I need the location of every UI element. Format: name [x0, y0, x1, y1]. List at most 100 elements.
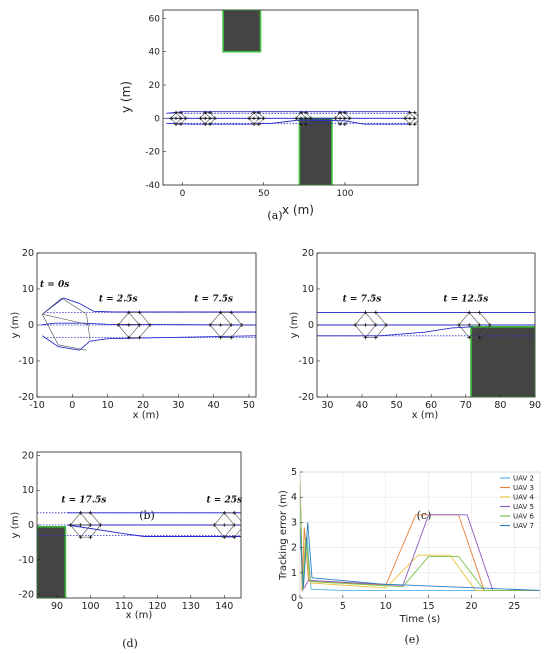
uav-marker [353, 323, 357, 327]
uav-marker [88, 535, 93, 539]
x-tick-label: 15 [423, 601, 435, 612]
panel-caption: (c) [417, 509, 432, 522]
y-tick-label: 10 [302, 284, 314, 295]
x-tick-label: 20 [137, 400, 149, 411]
formation-edge [354, 324, 366, 338]
uav-marker [203, 116, 208, 121]
y-tick-label: -40 [145, 181, 160, 191]
uav-marker [218, 323, 223, 327]
uav-marker [457, 323, 461, 327]
formation-edge [118, 324, 130, 338]
formation-edge [375, 312, 387, 326]
uav-marker [338, 116, 342, 121]
formation [208, 310, 244, 340]
trajectory-line [67, 524, 241, 537]
formation-edge [300, 118, 307, 125]
time-label: t = 2.5s [99, 295, 138, 305]
uav-marker [412, 116, 417, 121]
plot-area [37, 511, 247, 598]
formation-edge [200, 118, 206, 125]
x-tick-label: 120 [148, 601, 166, 612]
formation-edge [180, 112, 186, 119]
formation-edge [170, 112, 177, 119]
y-tick-label: 40 [149, 48, 161, 58]
formation-edge [248, 112, 255, 119]
uav-marker [384, 323, 389, 327]
x-tick-label: 50 [391, 400, 403, 411]
uav-marker [467, 323, 472, 327]
formation-edge [300, 112, 307, 119]
panel-c: 30 40 50 60 70 80 90 -20 -10 0 10 20 x (m) y (m) t = 7… [289, 248, 541, 522]
formation-edge [231, 312, 243, 326]
y-tick-label: -10 [18, 356, 34, 367]
uav-marker [243, 523, 247, 527]
formation-edge [80, 512, 91, 526]
formation [68, 511, 103, 539]
formation-edge [175, 118, 182, 125]
y-axis-label: y (m) [10, 512, 21, 539]
formation-edge [80, 524, 91, 538]
x-tick-label: 10 [102, 400, 114, 411]
time-label: t = 0s [40, 280, 69, 290]
uav-marker [299, 110, 303, 115]
uav-marker [229, 323, 234, 327]
trajectory-line [166, 119, 410, 125]
formation-edge [469, 312, 480, 326]
x-tick-label: 110 [115, 601, 133, 612]
x-axis-label: x (m) [282, 203, 314, 217]
y-tick-label: -10 [18, 555, 34, 566]
formation-edge [334, 112, 341, 119]
y-axis-label: y (m) [10, 312, 21, 339]
formation-link [42, 313, 91, 326]
x-tick-label: 25 [508, 601, 520, 612]
uav-marker [208, 110, 212, 115]
y-tick-label: -20 [18, 392, 34, 403]
formation-edge [339, 112, 346, 119]
x-tick-label: 80 [494, 400, 506, 411]
legend-entry: UAV 7 [513, 522, 534, 530]
x-tick-label: 90 [529, 400, 541, 411]
uav-marker [467, 310, 472, 315]
uav-marker [174, 116, 178, 121]
formation-edge [231, 324, 243, 338]
formation-edge [139, 312, 151, 326]
uav-marker [299, 122, 303, 126]
y-tick-label: -20 [298, 392, 314, 403]
uav-marker [309, 116, 313, 121]
panel-caption: (d) [122, 637, 138, 650]
uav-marker [229, 335, 234, 340]
formation-edge [354, 312, 366, 326]
uav-marker [403, 116, 407, 121]
uav-marker [98, 523, 103, 527]
legend-entry: UAV 4 [513, 494, 534, 502]
formation [116, 310, 152, 340]
uav-marker [257, 116, 261, 121]
x-tick-label: 60 [425, 400, 437, 411]
y-axis-label: y (m) [289, 312, 300, 339]
series-line [300, 522, 540, 591]
legend-entry: UAV 6 [513, 513, 534, 521]
uav-marker [222, 511, 227, 515]
uav-marker [68, 523, 73, 527]
uav-marker [304, 110, 308, 115]
formation-edge [253, 112, 260, 119]
uav-marker [88, 523, 93, 527]
y-tick-label: 20 [302, 248, 314, 259]
y-axis-label: y (m) [119, 81, 133, 113]
uav-marker [88, 511, 93, 515]
y-tick-label: 5 [291, 467, 297, 478]
panel-d: 90 100 110 120 130 140 -20 -10 0 10 20 x (m) y (m) t … [10, 450, 247, 650]
formation-link [42, 297, 62, 315]
formation-edge [204, 112, 211, 119]
uav-marker [179, 122, 183, 126]
uav-marker [343, 116, 347, 121]
panel-e: 0 5 10 15 20 25 0 1 2 3 4 5 Time (s) Tracking error (… [278, 467, 541, 646]
uav-marker [252, 116, 256, 121]
x-tick-label: 30 [172, 400, 184, 411]
formation [212, 511, 247, 539]
formation-edge [220, 312, 232, 326]
axes-box [299, 471, 541, 599]
uav-marker [78, 523, 83, 527]
formation-link [42, 314, 59, 345]
